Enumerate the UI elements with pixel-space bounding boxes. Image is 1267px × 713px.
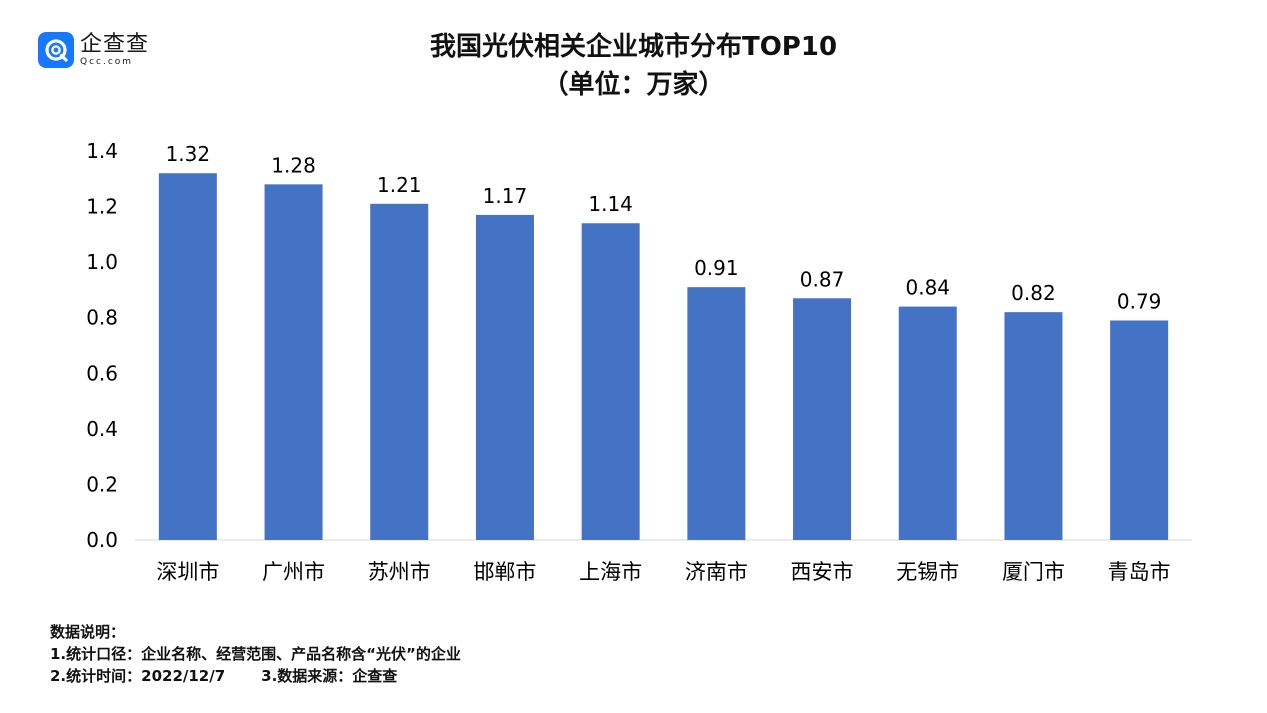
bar <box>158 173 217 540</box>
data-notes: 数据说明： 1.统计口径：企业名称、经营范围、产品名称含“光伏”的企业 2.统计… <box>50 621 461 687</box>
x-tick-label: 广州市 <box>262 560 325 584</box>
bar <box>370 203 429 541</box>
bar <box>264 184 323 541</box>
notes-heading: 数据说明： <box>50 623 126 641</box>
y-tick-label: 1.0 <box>86 250 118 274</box>
data-label: 0.79 <box>1117 289 1162 313</box>
y-tick-label: 0.2 <box>86 472 118 496</box>
x-tick-label: 济南市 <box>685 560 748 584</box>
y-tick-label: 0.0 <box>86 528 118 552</box>
y-tick-label: 0.4 <box>86 417 118 441</box>
x-tick-label: 邯郸市 <box>473 560 536 584</box>
notes-source: 3.数据来源：企查查 <box>261 667 398 685</box>
x-tick-label: 上海市 <box>579 560 642 584</box>
x-tick-label: 厦门市 <box>1002 560 1065 584</box>
y-tick-label: 0.8 <box>86 306 118 330</box>
bar <box>793 298 852 540</box>
x-tick-label: 西安市 <box>791 560 854 584</box>
y-tick-label: 0.6 <box>86 361 118 385</box>
data-label: 1.32 <box>166 142 211 166</box>
data-label: 0.91 <box>694 256 739 280</box>
data-label: 1.28 <box>271 153 316 177</box>
data-label: 0.84 <box>905 276 950 300</box>
logo-name: 企查查 <box>80 31 150 57</box>
bar <box>898 306 957 540</box>
bar <box>475 214 534 540</box>
data-label: 1.14 <box>588 192 633 216</box>
data-label: 1.21 <box>377 173 422 197</box>
chart-unit: （单位：万家） <box>542 70 725 100</box>
y-tick-label: 1.2 <box>86 195 118 219</box>
logo: 企查查 Qcc.com <box>38 32 149 68</box>
data-label: 1.17 <box>483 184 528 208</box>
x-tick-label: 无锡市 <box>896 560 959 584</box>
bar <box>1110 320 1169 540</box>
qcc-logo-icon <box>38 32 74 68</box>
data-label: 0.87 <box>800 267 845 291</box>
y-tick-label: 1.4 <box>86 139 118 163</box>
chart-title: 我国光伏相关企业城市分布TOP10 <box>429 32 838 62</box>
logo-domain: Qcc.com <box>80 56 134 67</box>
notes-scope: 1.统计口径：企业名称、经营范围、产品名称含“光伏”的企业 <box>50 645 461 663</box>
bar <box>687 287 746 540</box>
bar <box>1004 312 1063 540</box>
x-tick-label: 苏州市 <box>368 560 431 584</box>
x-tick-label: 青岛市 <box>1108 560 1171 584</box>
bar <box>581 223 640 540</box>
x-tick-label: 深圳市 <box>156 560 219 584</box>
data-label: 0.82 <box>1011 281 1056 305</box>
notes-date: 2.统计时间：2022/12/7 <box>50 667 226 685</box>
